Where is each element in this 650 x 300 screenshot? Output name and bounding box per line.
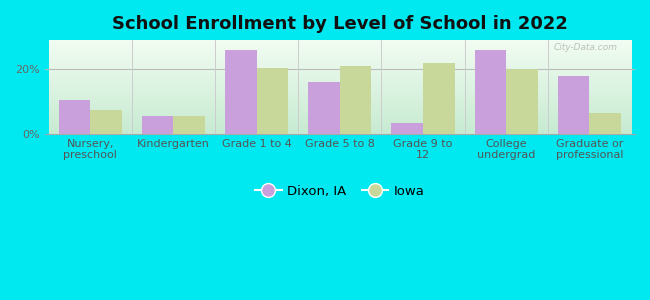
Legend: Dixon, IA, Iowa: Dixon, IA, Iowa [250, 180, 430, 203]
Bar [90, 110, 122, 134]
Bar [474, 50, 506, 134]
Bar [257, 68, 288, 134]
Bar [340, 66, 371, 134]
Bar [590, 113, 621, 134]
Bar [58, 100, 90, 134]
Bar [423, 63, 454, 134]
Bar [558, 76, 590, 134]
Bar [225, 50, 257, 134]
Bar [308, 82, 340, 134]
Bar [142, 116, 174, 134]
Text: City-Data.com: City-Data.com [553, 43, 618, 52]
Bar [506, 69, 538, 134]
Title: School Enrollment by Level of School in 2022: School Enrollment by Level of School in … [112, 15, 567, 33]
Bar [391, 122, 423, 134]
Bar [174, 116, 205, 134]
